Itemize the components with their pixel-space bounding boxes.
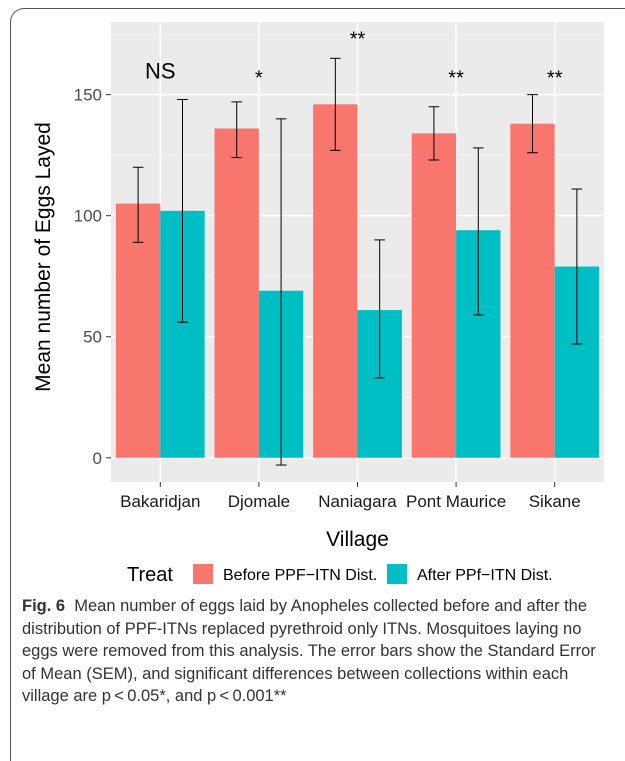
significance-label: * xyxy=(255,67,263,89)
legend-label: After PPf−ITN Dist. xyxy=(417,567,553,584)
x-tick-label: Pont Maurice xyxy=(406,492,506,511)
x-tick-label: Sikane xyxy=(529,492,581,511)
x-tick-label: Bakaridjan xyxy=(120,492,200,511)
significance-label: ** xyxy=(448,67,464,89)
x-axis-title: Village xyxy=(326,528,389,551)
bar-chart: 0 50 100 150 Bakaridjan Djomale Naniagara Pont … xyxy=(32,22,604,586)
significance-label: ** xyxy=(350,29,366,51)
legend-swatch xyxy=(387,564,407,584)
significance-label: NS xyxy=(145,58,176,83)
legend-title: Treat xyxy=(127,564,173,586)
significance-label: ** xyxy=(547,67,563,89)
bar-0-1 xyxy=(214,128,259,458)
caption-text: Mean number of eggs laid by Anopheles co… xyxy=(22,597,596,705)
bar-0-0 xyxy=(115,203,161,458)
figure-frame xyxy=(10,8,625,761)
figure-caption: Fig. 6 Mean number of eggs laid by Anoph… xyxy=(22,595,612,708)
bar-0-4 xyxy=(510,123,555,458)
legend-label: Before PPF−ITN Dist. xyxy=(223,567,377,584)
y-tick-label: 50 xyxy=(83,328,102,347)
x-tick-label: Naniagara xyxy=(318,492,397,511)
y-tick-label: 0 xyxy=(93,449,102,468)
legend-swatch xyxy=(193,564,213,584)
y-axis-title: Mean number of Eggs Layed xyxy=(32,122,55,392)
bar-0-2 xyxy=(313,104,358,458)
caption-label: Fig. 6 xyxy=(22,597,66,615)
y-tick-label: 100 xyxy=(74,207,102,226)
bar-0-3 xyxy=(411,133,457,458)
y-tick-label: 150 xyxy=(74,86,102,105)
x-tick-label: Djomale xyxy=(228,492,290,511)
